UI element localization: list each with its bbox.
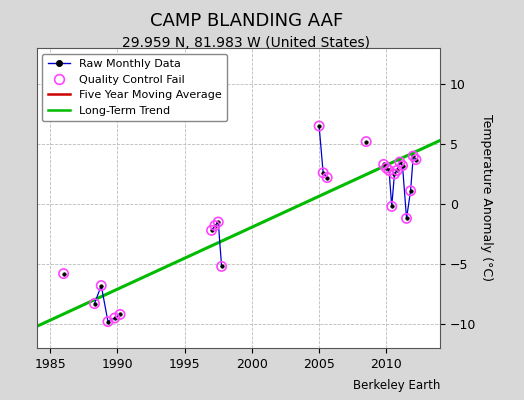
Point [104, 318, 112, 325]
Point [315, 123, 323, 129]
Point [407, 188, 415, 194]
Point [208, 227, 216, 234]
Point [323, 174, 331, 181]
Point [111, 315, 119, 321]
Point [214, 219, 223, 225]
Point [217, 263, 226, 270]
Point [398, 162, 407, 169]
Point [379, 161, 388, 168]
Point [385, 167, 393, 174]
Point [59, 270, 68, 277]
Legend: Raw Monthly Data, Quality Control Fail, Five Year Moving Average, Long-Term Tren: Raw Monthly Data, Quality Control Fail, … [42, 54, 227, 121]
Point [382, 165, 390, 171]
Text: 29.959 N, 81.983 W (United States): 29.959 N, 81.983 W (United States) [122, 36, 370, 50]
Point [393, 167, 401, 174]
Text: CAMP BLANDING AAF: CAMP BLANDING AAF [150, 12, 343, 30]
Point [402, 215, 411, 222]
Y-axis label: Temperature Anomaly (°C): Temperature Anomaly (°C) [480, 114, 493, 282]
Point [396, 159, 404, 165]
Point [319, 170, 328, 176]
Point [390, 171, 399, 177]
Text: Berkeley Earth: Berkeley Earth [353, 378, 440, 392]
Point [412, 156, 420, 163]
Point [97, 282, 105, 289]
Point [362, 138, 370, 145]
Point [211, 222, 219, 229]
Point [116, 311, 124, 318]
Point [388, 203, 396, 210]
Point [409, 153, 418, 159]
Point [90, 300, 99, 307]
